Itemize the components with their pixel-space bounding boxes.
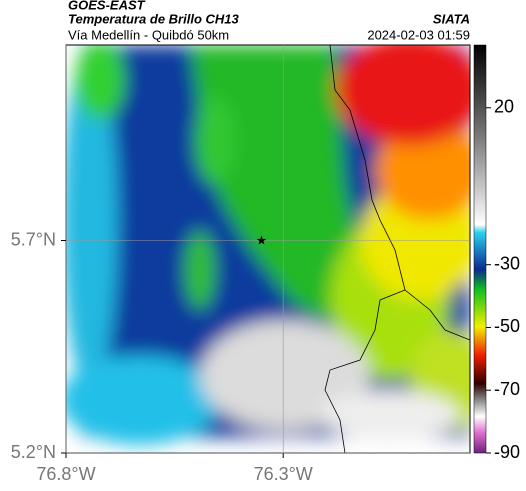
region: Vía Medellín - Quibdó 50km: [68, 27, 229, 42]
colorbar-label: -50: [494, 316, 520, 336]
subtitle: Temperatura de Brillo CH13: [68, 11, 240, 26]
x-tick-label: 76.3°W: [254, 464, 313, 484]
colorbar-label: -90: [494, 442, 520, 462]
source: SIATA: [433, 11, 470, 26]
title: GOES-EAST: [68, 0, 146, 12]
colorbar-label: -30: [494, 253, 520, 273]
timestamp: 2024-02-03 01:59: [367, 27, 470, 42]
colorbar: [473, 44, 487, 454]
x-tick-label: 76.8°W: [36, 464, 95, 484]
y-tick-label: 5.7°N: [11, 229, 56, 249]
colorbar-label: -70: [494, 379, 520, 399]
satellite-image: [66, 45, 470, 453]
y-tick-label: 5.2°N: [11, 442, 56, 462]
colorbar-label: 20: [494, 97, 514, 117]
station-marker: [256, 235, 267, 245]
